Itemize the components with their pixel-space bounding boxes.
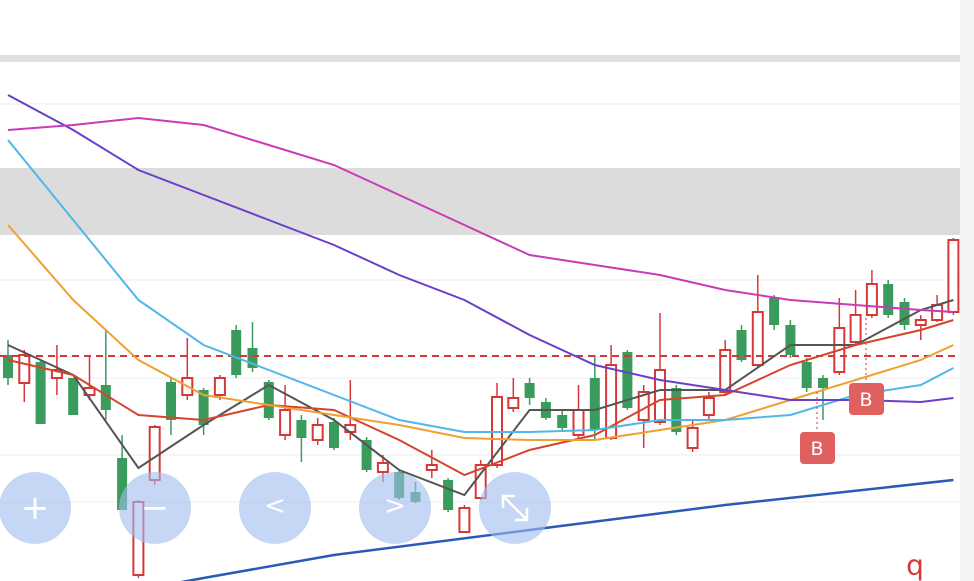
candle-body xyxy=(443,480,454,510)
candle-body xyxy=(279,409,292,436)
moving-average-line xyxy=(7,139,954,433)
candle-body xyxy=(883,284,894,315)
candle-body xyxy=(198,390,209,425)
button-label: > xyxy=(384,491,406,521)
moving-average-line xyxy=(7,94,954,404)
overlay: B B + − < > q xyxy=(0,318,924,581)
candle-body xyxy=(18,354,31,384)
button-label: − xyxy=(141,488,170,528)
button-label: < xyxy=(264,491,286,521)
candle-body xyxy=(117,458,128,510)
moving-average-line xyxy=(7,299,954,497)
candle-body xyxy=(3,355,13,378)
candle-body xyxy=(68,378,79,415)
candle-body xyxy=(50,369,63,379)
candle-body xyxy=(736,330,747,360)
candle-body xyxy=(769,298,780,325)
marker-label: B xyxy=(859,389,872,411)
marker-label: B xyxy=(810,438,823,460)
candle-body xyxy=(263,382,274,418)
candle-body xyxy=(818,378,828,388)
candle-body xyxy=(329,422,339,448)
candle-body xyxy=(589,378,600,430)
plot xyxy=(0,94,960,581)
zoom-out-button[interactable] xyxy=(119,472,191,544)
candle-body xyxy=(654,369,666,423)
button-label: + xyxy=(21,488,50,528)
candle-body xyxy=(785,325,796,355)
moving-average-line xyxy=(7,319,954,477)
candle-body xyxy=(865,283,878,316)
candle-body xyxy=(311,424,324,441)
corner-text: q xyxy=(906,549,924,581)
candle-body xyxy=(213,377,226,396)
pan-left-button[interactable] xyxy=(239,472,311,544)
candle-body xyxy=(931,304,944,321)
candle-body xyxy=(899,302,910,325)
candle-body xyxy=(35,362,46,424)
candle-body xyxy=(622,352,633,408)
candle-body xyxy=(100,385,111,410)
candle-body xyxy=(686,427,699,449)
candle-body xyxy=(361,440,372,470)
candle-body xyxy=(914,319,927,326)
candle-body xyxy=(524,383,535,398)
moving-average-line xyxy=(7,116,954,313)
candle-body xyxy=(557,415,568,428)
candle-body xyxy=(507,397,520,409)
moving-average-line xyxy=(7,224,954,441)
candle-body xyxy=(849,314,862,343)
expand-icon xyxy=(501,494,529,522)
moving-average-line xyxy=(180,478,954,581)
candle-body xyxy=(458,507,471,533)
candle-body xyxy=(702,397,715,416)
band xyxy=(0,168,960,235)
candle-body xyxy=(231,330,242,375)
candle-body xyxy=(751,311,764,366)
candle-body xyxy=(247,348,258,368)
candle-body xyxy=(376,462,389,473)
buy-marker xyxy=(849,383,884,415)
candle-body xyxy=(166,382,176,420)
buy-marker xyxy=(800,432,835,464)
candle-body xyxy=(296,420,307,438)
candle-body xyxy=(671,388,682,432)
divider xyxy=(0,55,960,62)
candle-body xyxy=(425,464,438,471)
candle-body xyxy=(801,362,812,388)
pan-right-button[interactable] xyxy=(359,472,431,544)
scrollbar xyxy=(960,0,974,581)
zoom-in-button[interactable] xyxy=(0,472,71,544)
candle-body xyxy=(719,349,732,393)
